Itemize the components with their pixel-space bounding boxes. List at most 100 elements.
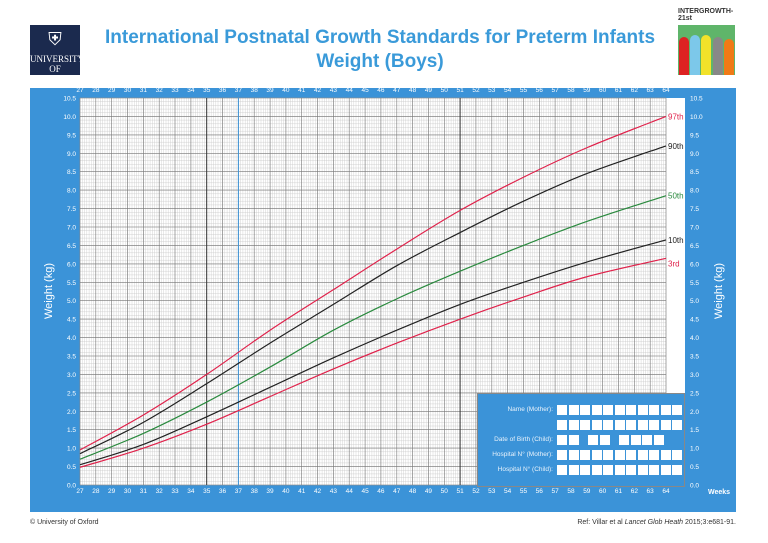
form-input-box[interactable] [614,419,625,430]
form-input-box[interactable] [568,464,579,475]
x-tick-label: 56 [536,488,544,495]
form-input-box[interactable] [637,464,648,475]
form-input-box[interactable] [599,434,610,445]
x-tick-label: 59 [583,488,591,495]
form-input-box[interactable] [672,464,682,475]
form-input-box[interactable] [672,404,682,415]
y-tick-label: 4.0 [67,335,76,342]
percentile-label-10th: 10th [668,236,684,245]
form-input-box[interactable] [591,404,602,415]
x-tick-label: 53 [488,488,496,495]
y-tick-label: 1.5 [690,427,699,434]
x-tick-label: 32 [156,87,164,94]
oxford-logo: ⛨ UNIVERSITY OF OXFORD [30,25,84,84]
form-input-box[interactable] [557,404,567,415]
crest-icon: ⛨ [48,29,62,49]
form-input-box[interactable] [614,404,625,415]
x-tick-label: 57 [552,488,560,495]
x-tick-label: 40 [282,87,290,94]
percentile-curve-50th [79,195,667,460]
x-tick-label: 55 [520,488,528,495]
women-illustration [678,25,735,75]
form-input-box[interactable] [603,464,613,475]
x-tick-label: 44 [346,488,354,495]
y-tick-label: 10.0 [690,114,703,121]
form-input-box[interactable] [557,449,567,460]
y-tick-label: 8.0 [690,188,699,195]
form-input-box[interactable] [626,449,636,460]
y-tick-label: 5.5 [690,280,699,287]
x-tick-label: 39 [266,488,274,495]
form-input-box[interactable] [614,449,625,460]
ref-suffix: 2015;3:e681-91. [683,519,736,526]
form-input-box[interactable] [637,404,648,415]
form-input-box[interactable] [626,404,636,415]
x-tick-label: 34 [187,488,195,495]
form-input-box[interactable] [568,434,579,445]
x-tick-label: 42 [314,488,322,495]
x-tick-label: 50 [441,488,449,495]
x-tick-label: 48 [409,87,417,94]
form-input-box[interactable] [591,464,602,475]
x-tick-label: 35 [203,87,211,94]
form-input-box[interactable] [649,464,659,475]
form-input-box[interactable] [630,434,641,445]
y-tick-label: 2.0 [690,409,699,416]
y-tick-label: 9.0 [690,151,699,158]
y-tick-label: 5.0 [690,298,699,305]
form-input-box[interactable] [557,419,567,430]
form-input-box[interactable] [580,464,590,475]
x-tick-label: 52 [472,488,480,495]
x-tick-label: 60 [599,87,607,94]
form-input-box[interactable] [637,419,648,430]
x-tick-label: 28 [92,87,100,94]
y-tick-label: 4.0 [690,335,699,342]
form-input-box[interactable] [557,464,567,475]
x-tick-label: 63 [647,87,655,94]
page-title: International Postnatal Growth Standards… [90,26,670,74]
x-tick-label: 64 [662,87,670,94]
form-input-box[interactable] [619,434,629,445]
form-input-box[interactable] [603,419,613,430]
y-tick-label: 9.5 [690,132,699,139]
form-input-box[interactable] [568,449,579,460]
form-input-box[interactable] [591,419,602,430]
form-input-box[interactable] [588,434,598,445]
title-line-2: Weight (Boys) [316,51,444,72]
y-tick-label: 7.0 [690,225,699,232]
form-input-box[interactable] [642,434,652,445]
form-input-box[interactable] [653,434,664,445]
form-input-box[interactable] [614,464,625,475]
y-tick-label: 6.5 [67,243,76,250]
form-input-box[interactable] [580,404,590,415]
percentile-label-90th: 90th [668,142,684,151]
form-input-box[interactable] [649,404,659,415]
x-tick-label: 36 [219,87,227,94]
form-input-box[interactable] [603,449,613,460]
form-input-box[interactable] [660,419,671,430]
y-tick-label: 1.5 [67,427,76,434]
y-tick-label: 6.0 [690,261,699,268]
form-input-box[interactable] [649,449,659,460]
x-tick-label: 55 [520,87,528,94]
form-input-box[interactable] [626,419,636,430]
form-input-box[interactable] [660,404,671,415]
form-input-box[interactable] [637,449,648,460]
x-tick-label: 33 [171,87,179,94]
form-input-box[interactable] [660,464,671,475]
form-input-box[interactable] [580,419,590,430]
form-input-box[interactable] [672,449,682,460]
ref-journal: Lancet Glob Heath [624,519,684,526]
form-input-box[interactable] [591,449,602,460]
oxford-logo-text: UNIVERSITY OF OXFORD [30,54,84,84]
x-tick-label: 63 [647,488,655,495]
form-input-box[interactable] [568,404,579,415]
form-input-box[interactable] [603,404,613,415]
form-input-box[interactable] [580,449,590,460]
form-input-box[interactable] [626,464,636,475]
form-input-box[interactable] [672,419,682,430]
form-input-box[interactable] [557,434,567,445]
form-input-box[interactable] [660,449,671,460]
form-input-box[interactable] [568,419,579,430]
form-input-box[interactable] [649,419,659,430]
